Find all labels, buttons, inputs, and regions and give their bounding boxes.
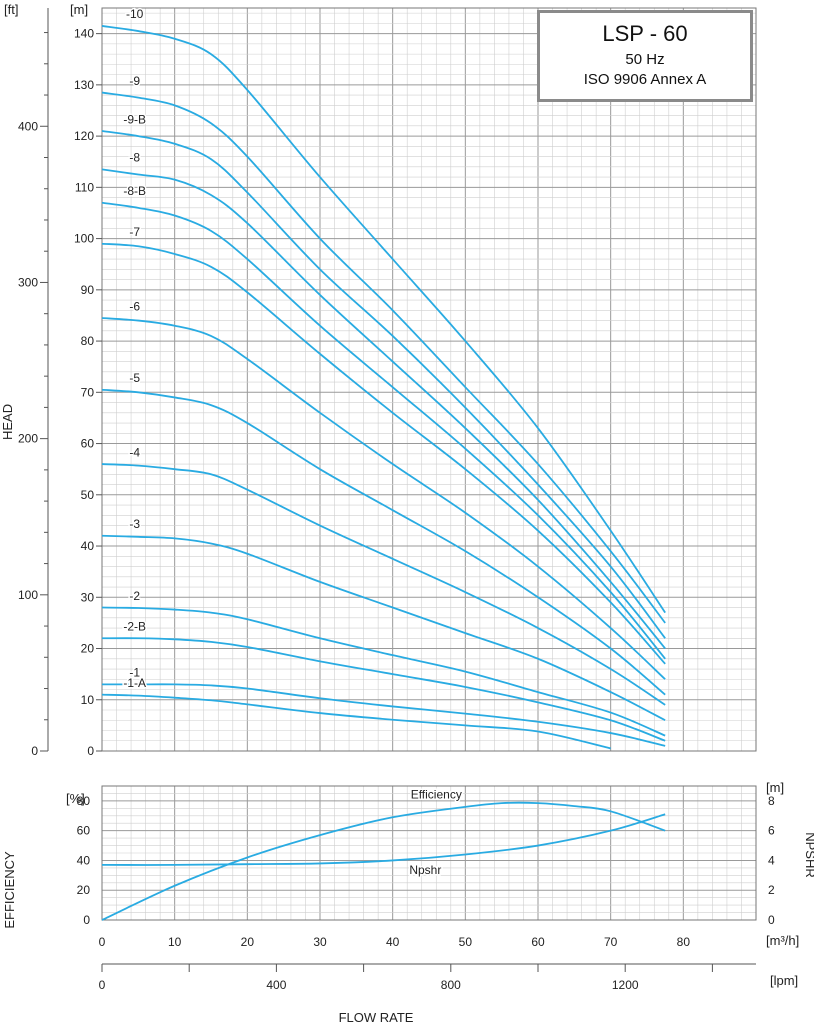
head-curve-label-1: -1	[129, 666, 140, 680]
npshr-tick-label: 8	[768, 794, 775, 808]
y-tick-label-m: 100	[74, 232, 94, 246]
model-name: LSP - 60	[602, 21, 688, 46]
lpm-tick-label: 0	[99, 978, 106, 992]
head-curve-8	[101, 168, 666, 650]
eff-tick-label: 40	[77, 853, 91, 867]
y-tick-label-m: 130	[74, 78, 94, 92]
y-tick-label-m: 70	[81, 385, 95, 399]
x-tick-label-m3h: 20	[241, 935, 255, 949]
y-tick-label-m: 50	[81, 488, 95, 502]
axis-labels: 0102030405060708090100110120130140010020…	[18, 8, 775, 992]
y-tick-label-m: 30	[81, 590, 95, 604]
head-curve-label-3: -3	[129, 517, 140, 531]
x-tick-label-m3h: 70	[604, 935, 618, 949]
head-curve-label-10: -10	[126, 7, 144, 21]
efficiency-grid	[101, 785, 757, 921]
head-curve-5	[101, 388, 666, 696]
npshr-tick-label: 2	[768, 883, 775, 897]
head-curve-2	[101, 606, 666, 737]
head-curve-label-2: -2	[129, 589, 140, 603]
lpm-tick-label: 800	[441, 978, 461, 992]
lpm-tick-label: 400	[266, 978, 286, 992]
x-tick-label-m3h: 40	[386, 935, 400, 949]
efficiency-curve	[101, 801, 666, 921]
head-curve-9	[101, 91, 666, 624]
y-tick-label-m: 80	[81, 334, 95, 348]
x-tick-label-m3h: 60	[531, 935, 545, 949]
lpm-unit-label: [lpm]	[770, 973, 798, 988]
head-curve-label-7: -7	[129, 225, 140, 239]
npshr-tick-label: 6	[768, 824, 775, 838]
y-tick-label-m: 60	[81, 437, 95, 451]
head-curve-4	[101, 463, 666, 706]
head-curve-label-8-b: -8-B	[123, 184, 146, 198]
lpm-tick-label: 1200	[612, 978, 639, 992]
npshr-tick-label: 4	[768, 853, 775, 867]
head-curve-label-8: -8	[129, 151, 140, 165]
x-tick-label-m3h: 0	[99, 935, 106, 949]
efficiency-curve-label: Efficiency	[411, 788, 462, 802]
head-axis-title: HEAD	[0, 404, 15, 440]
y-tick-label-m: 0	[87, 744, 94, 758]
head-curve-1-a	[101, 693, 611, 750]
head-curve-label-9: -9	[129, 74, 140, 88]
head-curve-label-6: -6	[129, 299, 140, 313]
efficiency-plot-frame	[101, 785, 757, 921]
head-curve-label-2-b: -2-B	[123, 620, 146, 634]
eff-unit-label: [%]	[66, 791, 85, 806]
npshr-unit-label: [m]	[766, 780, 784, 795]
npshr-tick-label: 0	[768, 913, 775, 927]
head-curve-label-9-b: -9-B	[123, 112, 146, 126]
y-tick-label-ft: 0	[31, 744, 38, 758]
eff-tick-label: 0	[83, 913, 90, 927]
ft-unit-label: [ft]	[4, 2, 18, 17]
y-tick-label-ft: 300	[18, 275, 38, 289]
m3h-unit-label: [m³/h]	[766, 933, 799, 948]
y-tick-label-m: 10	[81, 693, 95, 707]
head-curve-10	[101, 25, 666, 614]
head-curve-label-1-a: -1-A	[123, 676, 146, 690]
y-tick-label-m: 40	[81, 539, 95, 553]
x-tick-label-m3h: 50	[459, 935, 473, 949]
frequency-label: 50 Hz	[625, 51, 665, 68]
head-plot-frame	[101, 7, 757, 752]
head-curve-3	[101, 534, 666, 722]
head-curve-9-b	[101, 130, 666, 639]
standard-label: ISO 9906 Annex A	[583, 71, 707, 88]
y-tick-label-m: 120	[74, 129, 94, 143]
m-unit-label: [m]	[70, 2, 88, 17]
npshr-axis-title: NPSHR	[803, 832, 814, 878]
eff-tick-label: 60	[77, 824, 91, 838]
y-tick-label-ft: 400	[18, 119, 38, 133]
y-tick-label-m: 90	[81, 283, 95, 297]
x-tick-label-m3h: 30	[313, 935, 327, 949]
head-curve-6	[101, 317, 666, 680]
x-tick-label-m3h: 80	[677, 935, 691, 949]
head-curve-1	[101, 683, 666, 747]
flow-rate-axis-title: FLOW RATE	[339, 1010, 414, 1024]
head-curve-label-5: -5	[129, 371, 140, 385]
eff-tick-label: 80	[77, 794, 91, 808]
x-tick-label-m3h: 10	[168, 935, 182, 949]
y-tick-label-ft: 100	[18, 588, 38, 602]
y-tick-label-ft: 200	[18, 432, 38, 446]
head-curve-2-b	[101, 637, 666, 742]
head-curves: -10 -9 -9-B -8 -8-B -7 -6 -5 -4 -3 -2 -2-B -1-1-A	[101, 6, 666, 750]
y-tick-label-m: 110	[75, 180, 94, 194]
head-curve-8-b	[101, 201, 666, 660]
efficiency-curves: Efficiency Npshr	[101, 786, 666, 921]
npshr-curve-label: Npshr	[409, 863, 441, 877]
head-curve-label-4: -4	[129, 445, 140, 459]
y-tick-label-m: 140	[74, 27, 94, 41]
title-box: LSP - 60 50 Hz ISO 9906 Annex A	[537, 10, 753, 102]
npshr-curve	[101, 813, 666, 866]
efficiency-axis-title: EFFICIENCY	[2, 851, 17, 929]
y-tick-label-m: 20	[81, 642, 95, 656]
eff-tick-label: 20	[77, 883, 91, 897]
head-curve-7	[101, 242, 666, 665]
